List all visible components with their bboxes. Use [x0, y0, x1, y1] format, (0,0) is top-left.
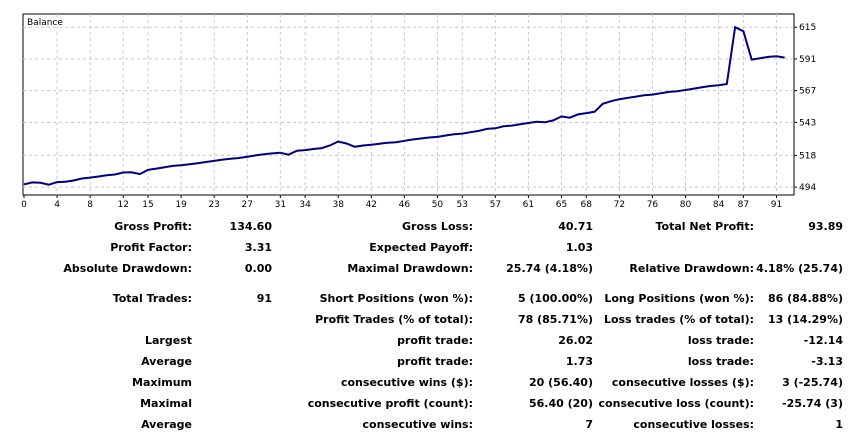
x-tick-label: 19	[175, 200, 187, 210]
x-tick-label: 0	[21, 200, 27, 210]
average-profit-trade-value: 1.73	[565, 355, 593, 368]
loss-trades-label: Loss trades (% of total):	[603, 313, 754, 326]
long-positions-value: 86 (84.88%)	[767, 292, 843, 305]
total-trades-label: Total Trades:	[112, 292, 192, 305]
largest-profit-trade-value: 26.02	[558, 334, 593, 347]
plot-area	[22, 13, 795, 196]
x-tick-label: 53	[457, 200, 468, 210]
y-tick-label: 567	[799, 87, 816, 97]
max-cons-wins-value: 20 (56.40)	[529, 376, 593, 389]
x-tick-label: 50	[432, 200, 444, 210]
y-tick-label: 615	[799, 23, 816, 33]
balance-line	[23, 25, 785, 186]
long-positions-label: Long Positions (won %):	[604, 292, 754, 305]
gross-profit-label: Gross Profit:	[114, 220, 192, 233]
maximal-cons-profit-label: consecutive profit (count):	[307, 397, 473, 410]
maximal-label: Maximal	[140, 397, 192, 410]
y-tick-label: 494	[799, 183, 816, 193]
x-tick-label: 76	[647, 200, 659, 210]
y-axis: 494 518 543 567 591 615	[794, 23, 816, 193]
x-tick-label: 46	[399, 200, 411, 210]
largest-loss-trade-label: loss trade:	[687, 334, 754, 347]
x-tick-label: 87	[738, 200, 749, 210]
x-tick-label: 12	[117, 200, 128, 210]
max-cons-losses-value: 3 (-25.74)	[782, 376, 843, 389]
x-tick-label: 34	[299, 200, 311, 210]
x-tick-label: 72	[614, 200, 625, 210]
maximal-cons-loss-label: consecutive loss (count):	[598, 397, 754, 410]
x-tick-label: 15	[142, 200, 153, 210]
expected-payoff-label: Expected Payoff:	[369, 241, 473, 254]
x-tick-label: 68	[581, 200, 593, 210]
gross-loss-value: 40.71	[558, 220, 593, 233]
average-loss-trade-label: loss trade:	[687, 355, 754, 368]
largest-loss-trade-value: -12.14	[803, 334, 843, 347]
max-cons-wins-label: consecutive wins ($):	[340, 376, 473, 389]
y-tick-label: 543	[799, 118, 816, 128]
chart-title: Balance	[27, 18, 63, 28]
short-positions-value: 5 (100.00%)	[517, 292, 593, 305]
balance-chart: Balance 0 4 8 12 15 19 23 27 31 34 38 42 46 50 53 57 61 6…	[21, 13, 816, 210]
x-tick-label: 23	[208, 200, 219, 210]
x-tick-label: 38	[332, 200, 344, 210]
loss-trades-value: 13 (14.29%)	[767, 313, 843, 326]
total-trades-value: 91	[256, 292, 272, 305]
average-label: Average	[141, 355, 192, 368]
average-profit-trade-label: profit trade:	[397, 355, 473, 368]
total-net-profit-value: 93.89	[808, 220, 843, 233]
x-tick-label: 8	[87, 200, 93, 210]
absolute-drawdown-value: 0.00	[244, 262, 272, 275]
maximal-cons-profit-value: 56.40 (20)	[529, 397, 593, 410]
x-tick-label: 91	[771, 200, 782, 210]
x-tick-label: 84	[713, 200, 725, 210]
maximal-cons-loss-value: -25.74 (3)	[782, 397, 843, 410]
x-tick-label: 31	[275, 200, 286, 210]
x-tick-label: 42	[366, 200, 377, 210]
x-axis: 0 4 8 12 15 19 23 27 31 34 38 42 46 50 53 57 61 65 68 72 76 8…	[21, 195, 782, 210]
x-tick-label: 61	[523, 200, 534, 210]
largest-label: Largest	[145, 334, 192, 347]
average-loss-trade-value: -3.13	[811, 355, 843, 368]
profit-trades-value: 78 (85.71%)	[517, 313, 593, 326]
maximum-label: Maximum	[132, 376, 192, 389]
profit-factor-label: Profit Factor:	[110, 241, 192, 254]
short-positions-label: Short Positions (won %):	[319, 292, 473, 305]
gross-loss-label: Gross Loss:	[402, 220, 473, 233]
average-cons-losses-value: 1	[835, 418, 843, 431]
gross-profit-value: 134.60	[229, 220, 272, 233]
expected-payoff-value: 1.03	[565, 241, 593, 254]
grid	[23, 14, 794, 195]
x-tick-label: 4	[54, 200, 60, 210]
largest-profit-trade-label: profit trade:	[397, 334, 473, 347]
relative-drawdown-value: 4.18% (25.74)	[756, 262, 843, 275]
absolute-drawdown-label: Absolute Drawdown:	[63, 262, 192, 275]
average-cons-wins-value: 7	[585, 418, 593, 431]
relative-drawdown-label: Relative Drawdown:	[629, 262, 754, 275]
maximal-drawdown-value: 25.74 (4.18%)	[506, 262, 593, 275]
average-cons-losses-label: consecutive losses:	[633, 418, 754, 431]
maximal-drawdown-label: Maximal Drawdown:	[347, 262, 473, 275]
x-tick-label: 27	[242, 200, 253, 210]
profit-trades-label: Profit Trades (% of total):	[315, 313, 473, 326]
y-tick-label: 591	[799, 55, 816, 65]
x-tick-label: 80	[680, 200, 692, 210]
average-cons-wins-label: consecutive wins:	[362, 418, 473, 431]
total-net-profit-label: Total Net Profit:	[655, 220, 755, 233]
y-tick-label: 518	[799, 151, 816, 161]
x-tick-label: 57	[490, 200, 501, 210]
profit-factor-value: 3.31	[244, 241, 272, 254]
max-cons-losses-label: consecutive losses ($):	[611, 376, 754, 389]
average-cons-label: Average	[141, 418, 192, 431]
x-tick-label: 65	[556, 200, 567, 210]
